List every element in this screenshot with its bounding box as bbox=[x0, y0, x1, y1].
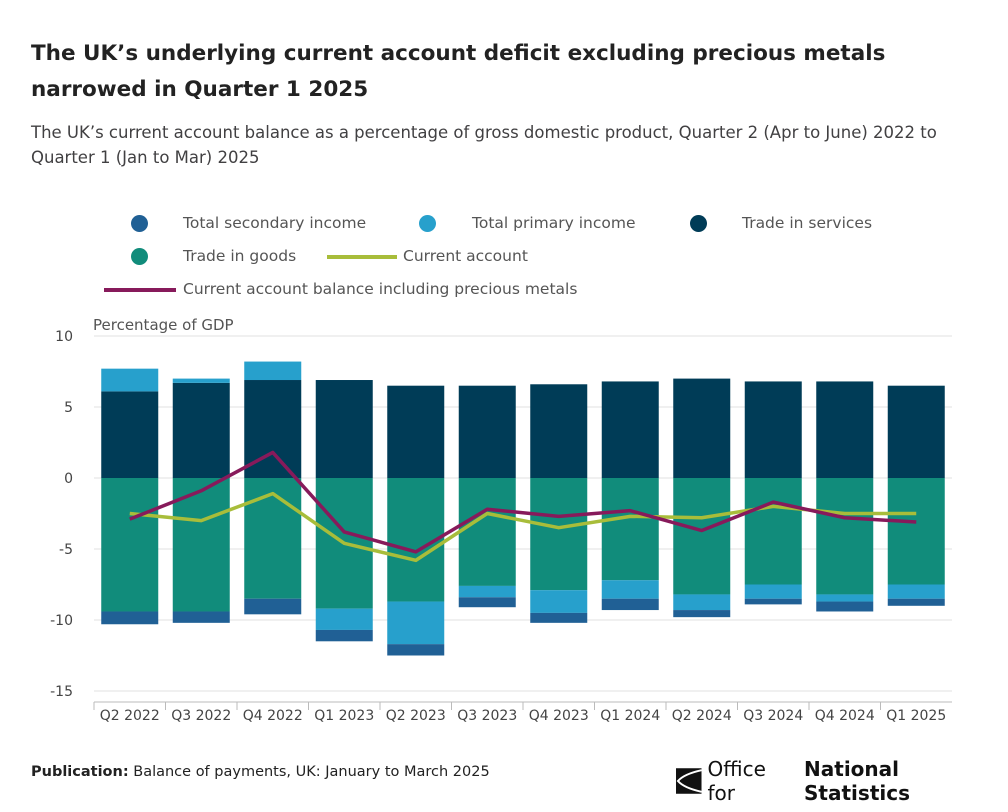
bar-total-secondary-income bbox=[387, 644, 445, 656]
bar-trade-in-services bbox=[458, 385, 516, 478]
bar-total-secondary-income bbox=[315, 629, 373, 642]
bar-total-primary-income bbox=[244, 361, 302, 381]
x-tick-label: Q2 2024 bbox=[672, 708, 732, 724]
line-current-account-balance-including-precious-metals bbox=[129, 450, 917, 554]
line-current-account bbox=[129, 491, 917, 563]
bar-total-secondary-income bbox=[673, 610, 731, 618]
bar-trade-in-goods bbox=[744, 478, 802, 585]
x-tick-label: Q3 2024 bbox=[743, 708, 803, 724]
bar-trade-in-goods bbox=[887, 478, 945, 585]
bar-trade-in-services bbox=[101, 391, 159, 478]
bar-total-primary-income bbox=[601, 580, 659, 599]
x-tick-label: Q1 2025 bbox=[886, 708, 946, 724]
x-tick-label: Q3 2022 bbox=[171, 708, 231, 724]
chart-plot: Percentage of GDP 10 5 0 -5 -10 -15 Q2 2022 Q3 … bbox=[50, 316, 952, 724]
bar-trade-in-goods bbox=[172, 478, 230, 612]
bar-total-primary-income bbox=[172, 378, 230, 383]
bar-trade-in-services bbox=[673, 378, 731, 478]
bar-trade-in-services bbox=[887, 385, 945, 478]
legend-label-secondary-income: Total secondary income bbox=[183, 214, 367, 232]
y-tick-label: 5 bbox=[64, 400, 73, 416]
bar-total-secondary-income bbox=[458, 597, 516, 608]
y-axis-label: Percentage of GDP bbox=[93, 316, 234, 334]
bar-trade-in-services bbox=[816, 381, 874, 478]
bar-total-secondary-income bbox=[744, 598, 802, 605]
bar-trade-in-goods bbox=[101, 478, 159, 612]
y-tick-label: -15 bbox=[50, 684, 73, 700]
bar-total-primary-income bbox=[673, 594, 731, 611]
publication-footer: Publication: Balance of payments, UK: Ja… bbox=[31, 764, 490, 780]
legend-swatch-primary-income bbox=[419, 215, 436, 232]
logo-text-ons: National Statistics bbox=[804, 757, 910, 805]
legend-swatch-goods bbox=[131, 248, 148, 265]
x-tick-label: Q4 2022 bbox=[243, 708, 303, 724]
x-tick-label: Q2 2022 bbox=[100, 708, 160, 724]
y-tick-label: -10 bbox=[50, 613, 73, 629]
x-tick-label: Q4 2024 bbox=[815, 708, 875, 724]
x-tick-label: Q3 2023 bbox=[457, 708, 517, 724]
bar-trade-in-goods bbox=[458, 478, 516, 586]
bar-total-secondary-income bbox=[530, 612, 588, 623]
bar-total-secondary-income bbox=[172, 611, 230, 623]
bar-trade-in-services bbox=[387, 385, 445, 478]
bar-trade-in-services bbox=[601, 381, 659, 478]
legend-label-current-account: Current account bbox=[403, 247, 528, 265]
bar-total-primary-income bbox=[816, 594, 874, 602]
bar-trade-in-services bbox=[530, 384, 588, 478]
bar-total-secondary-income bbox=[244, 598, 302, 615]
x-tick-label: Q1 2024 bbox=[600, 708, 660, 724]
logo-text-office: Office for bbox=[707, 757, 766, 805]
x-tick-label: Q1 2023 bbox=[314, 708, 374, 724]
chart-subtitle: The UK’s current account balance as a pe… bbox=[31, 123, 937, 167]
bar-total-primary-income bbox=[887, 584, 945, 599]
y-tick-label: -5 bbox=[59, 542, 73, 558]
y-tick-label: 0 bbox=[64, 471, 73, 487]
bar-total-primary-income bbox=[315, 608, 373, 630]
bar-trade-in-goods bbox=[816, 478, 874, 595]
bar-trade-in-services bbox=[172, 382, 230, 478]
bar-trade-in-services bbox=[744, 381, 802, 478]
y-tick-label: 10 bbox=[55, 329, 73, 345]
chart-title: The UK’s underlying current account defi… bbox=[31, 41, 886, 102]
bar-total-primary-income bbox=[458, 585, 516, 598]
bar-total-primary-income bbox=[387, 601, 445, 645]
bar-total-primary-income bbox=[744, 584, 802, 599]
bar-total-primary-income bbox=[101, 368, 159, 392]
legend-swatch-services bbox=[690, 215, 707, 232]
bar-trade-in-goods bbox=[673, 478, 731, 595]
legend-label-goods: Trade in goods bbox=[183, 247, 297, 265]
legend-swatch-current-account bbox=[327, 255, 397, 259]
bar-trade-in-goods bbox=[530, 478, 588, 591]
ons-logo: Office for National Statistics bbox=[676, 757, 1008, 805]
x-tick-label: Q2 2023 bbox=[386, 708, 446, 724]
legend-swatch-secondary-income bbox=[131, 215, 148, 232]
bar-trade-in-services bbox=[315, 380, 373, 478]
bar-total-primary-income bbox=[530, 590, 588, 613]
legend-label-services: Trade in services bbox=[742, 214, 873, 232]
bar-total-secondary-income bbox=[601, 598, 659, 611]
legend-swatch-including-precious-metals bbox=[104, 288, 176, 292]
bar-trade-in-goods bbox=[244, 478, 302, 599]
bar-total-secondary-income bbox=[887, 598, 945, 606]
bar-total-secondary-income bbox=[101, 611, 159, 625]
x-tick-label: Q4 2023 bbox=[529, 708, 589, 724]
legend-label-including-precious-metals: Current account balance including precio… bbox=[183, 280, 578, 298]
bar-total-secondary-income bbox=[816, 601, 874, 612]
bar-trade-in-goods bbox=[601, 478, 659, 581]
publication-name: Balance of payments, UK: January to Marc… bbox=[128, 764, 490, 780]
publication-label: Publication: bbox=[31, 764, 129, 780]
legend-label-primary-income: Total primary income bbox=[472, 214, 636, 232]
ons-logo-icon bbox=[676, 768, 702, 794]
